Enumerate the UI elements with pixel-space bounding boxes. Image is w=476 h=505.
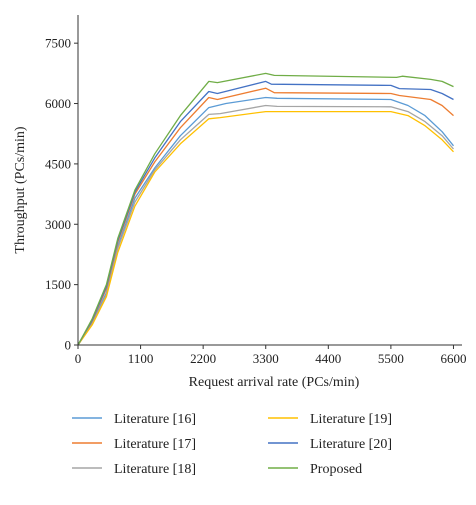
x-tick-label: 6600: [440, 351, 466, 366]
x-tick-label: 0: [75, 351, 82, 366]
legend-label: Literature [20]: [310, 437, 392, 452]
x-tick-label: 4400: [315, 351, 341, 366]
y-tick-label: 3000: [45, 217, 71, 232]
x-tick-label: 2200: [190, 351, 216, 366]
legend-item: Literature [18]: [72, 462, 196, 477]
y-tick-label: 0: [65, 338, 72, 353]
series-line-5: [77, 80, 454, 346]
tick-labels: 0 1500 3000 4500 6000 7500 0 1100 2200 3300 4400 55…: [45, 36, 466, 366]
legend-label: Literature [18]: [114, 462, 196, 477]
legend-label: Literature [16]: [114, 412, 196, 427]
x-axis-title: Request arrival rate (PCs/min): [189, 375, 360, 390]
legend-item: Literature [16]: [72, 412, 196, 427]
y-tick-label: 4500: [45, 156, 71, 171]
y-axis-title: Throughput (PCs/min): [13, 126, 28, 254]
legend-label: Proposed: [310, 462, 362, 477]
legend-item: Literature [17]: [72, 437, 196, 452]
legend-item: Literature [20]: [268, 437, 392, 452]
x-tick-label: 5500: [378, 351, 404, 366]
y-tick-label: 7500: [45, 36, 71, 51]
plot-area: [77, 72, 455, 346]
series-line-4: [77, 110, 454, 346]
legend-label: Literature [17]: [114, 437, 196, 452]
series-line-2: [77, 87, 454, 346]
legend-item: Proposed: [268, 462, 362, 477]
y-tick-label: 1500: [45, 277, 71, 292]
legend: Literature [16] Literature [17] Literature…: [72, 412, 392, 477]
x-tick-label: 1100: [128, 351, 154, 366]
series-line-6: [77, 72, 454, 346]
legend-item: Literature [19]: [268, 412, 392, 427]
y-tick-label: 6000: [45, 96, 71, 111]
series-line-3: [77, 104, 454, 346]
x-tick-label: 3300: [253, 351, 279, 366]
legend-label: Literature [19]: [310, 412, 392, 427]
axes: [74, 15, 462, 349]
series-line-1: [77, 96, 455, 346]
